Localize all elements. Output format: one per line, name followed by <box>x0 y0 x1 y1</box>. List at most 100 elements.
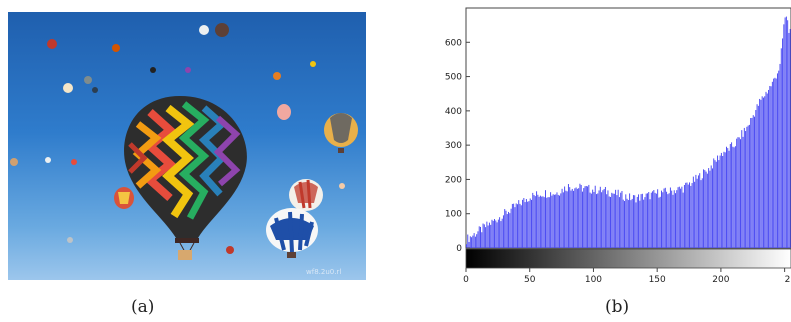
histogram-bar <box>636 196 638 248</box>
histogram-bar <box>617 189 619 248</box>
histogram-bar <box>616 195 618 248</box>
histogram-bar <box>589 192 591 248</box>
histogram-bar <box>779 63 781 248</box>
histogram-bar <box>686 182 688 248</box>
histogram-bar <box>604 186 606 248</box>
histogram-bar <box>713 158 715 248</box>
histogram-bar <box>746 126 748 248</box>
histogram-bar <box>778 70 780 248</box>
histogram-bar <box>480 226 481 248</box>
histogram-bar <box>525 199 527 248</box>
histogram-bar <box>743 127 745 248</box>
histogram-bar <box>658 197 660 248</box>
histogram-bar <box>649 199 651 248</box>
histogram-bar <box>515 203 517 248</box>
histogram-bar <box>564 186 566 248</box>
histogram-bar <box>590 193 592 248</box>
histogram-bar <box>596 194 597 248</box>
x-tick-label: 150 <box>649 275 666 285</box>
histogram-bar <box>768 89 770 248</box>
histogram-bar <box>538 196 540 248</box>
histogram-bar <box>694 181 696 248</box>
histogram-bar <box>622 199 624 248</box>
histogram-bar <box>661 190 662 248</box>
histogram-bar <box>618 197 620 248</box>
histogram-bar <box>508 211 510 248</box>
histogram-bar <box>566 191 568 248</box>
histogram-bar <box>680 188 682 248</box>
histogram-bar <box>536 191 538 248</box>
histogram-bar <box>581 191 583 248</box>
histogram-bar <box>677 187 679 248</box>
histogram-bar <box>760 99 762 248</box>
histogram-bar <box>740 139 741 248</box>
histogram-bar <box>706 173 708 248</box>
histogram-bar <box>482 223 484 248</box>
histogram-bar <box>720 152 722 248</box>
histogram-bar <box>599 186 601 248</box>
histogram-bar <box>513 203 515 248</box>
histogram-bar <box>529 198 531 248</box>
histogram-bar <box>615 189 617 248</box>
histogram-bar <box>497 219 499 248</box>
histogram-bar <box>662 192 664 248</box>
caption-a: (a) <box>131 297 155 317</box>
histogram-bar <box>742 136 744 248</box>
histogram-bar <box>592 189 594 248</box>
histogram-bar <box>608 196 610 248</box>
histogram-bar <box>695 174 697 248</box>
histogram-bar <box>733 147 735 248</box>
histogram-bar <box>625 194 627 248</box>
histogram-bar <box>773 78 775 248</box>
histogram-bar <box>487 225 489 248</box>
histogram-bar <box>669 187 671 248</box>
histogram-bar <box>541 196 543 248</box>
histogram-bar <box>668 193 670 248</box>
histogram-bar <box>534 196 536 248</box>
histogram-bar <box>631 198 633 248</box>
histogram-bar <box>732 146 734 248</box>
histogram-bar <box>766 93 768 248</box>
histogram-bar <box>533 195 535 248</box>
histogram-bar <box>570 190 572 248</box>
histogram-bar <box>494 219 496 248</box>
histogram-bar <box>737 137 739 248</box>
histogram-bar <box>685 182 687 248</box>
histogram-bar <box>585 185 587 248</box>
histogram-bar <box>499 217 501 248</box>
histogram-bar <box>657 189 659 248</box>
histogram-bar <box>611 192 613 248</box>
x-tick-label: 25 <box>785 275 791 285</box>
balloon-photo: wf8.2u0.rl <box>8 12 366 280</box>
histogram-bar <box>724 152 726 248</box>
histogram-bar <box>667 194 669 248</box>
histogram-bar <box>553 194 555 248</box>
histogram-bar <box>528 201 530 248</box>
histogram-bar <box>555 194 557 248</box>
histogram-bar <box>745 131 747 248</box>
histogram-bar <box>729 144 731 248</box>
histogram-bar <box>477 231 479 248</box>
caption-b: (b) <box>605 297 630 317</box>
histogram-bar <box>748 124 750 248</box>
histogram-bar <box>752 115 754 249</box>
histogram-bar <box>671 190 673 248</box>
histogram-bar <box>574 188 576 248</box>
histogram-bar <box>776 73 778 248</box>
histogram-bar <box>681 186 683 248</box>
histogram-bar <box>653 190 655 248</box>
histogram-bar <box>546 197 548 248</box>
histogram-bar <box>714 160 716 248</box>
histogram-bar <box>579 183 581 248</box>
histogram-bar <box>560 193 562 248</box>
histogram-bar <box>639 200 641 248</box>
histogram-bar <box>689 182 691 248</box>
histogram-bar <box>750 118 752 248</box>
histogram-bar <box>691 183 693 248</box>
histogram-bar <box>780 48 782 249</box>
histogram-bar <box>722 155 724 248</box>
histogram-bar <box>488 222 490 248</box>
histogram-bar <box>602 190 604 248</box>
histogram-bar <box>466 244 467 248</box>
histogram-bar <box>567 184 569 248</box>
